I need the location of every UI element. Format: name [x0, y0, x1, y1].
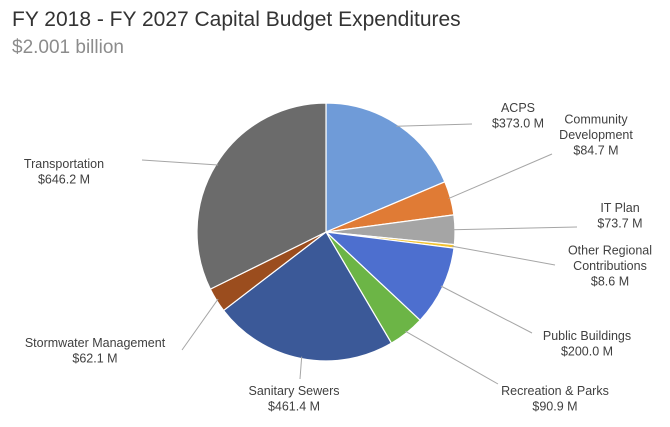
leader-line-other-regional-contributions [452, 245, 556, 266]
slice-name-acps: ACPS [501, 101, 535, 115]
leader-line-acps [396, 123, 473, 127]
slice-name-transportation: Transportation [24, 157, 104, 171]
slice-label-recreation-and-parks: Recreation & Parks $90.9 M [501, 384, 609, 414]
slice-name-other-regional-contributions: Contributions [573, 259, 647, 273]
slice-name-community-development: Community [564, 113, 628, 127]
leader-line-sanitary-sewers [299, 356, 303, 380]
leader-line-stormwater-management [181, 298, 219, 351]
slice-value-transportation: $646.2 M [38, 173, 90, 187]
pie-slice-transportation [196, 102, 327, 290]
leader-line-transportation [141, 159, 219, 166]
slice-value-sanitary-sewers: $461.4 M [268, 400, 320, 414]
slice-name-community-development: Development [559, 128, 633, 142]
leader-line-recreation-and-parks [405, 330, 499, 385]
slice-name-stormwater-management: Stormwater Management [25, 336, 166, 350]
slice-label-sanitary-sewers: Sanitary Sewers $461.4 M [248, 384, 339, 414]
slice-label-acps: ACPS $373.0 M [492, 101, 544, 131]
slice-value-public-buildings: $200.0 M [561, 345, 613, 359]
pie-slice-acps [325, 102, 446, 233]
slice-value-acps: $373.0 M [492, 117, 544, 131]
chart-title: FY 2018 - FY 2027 Capital Budget Expendi… [12, 8, 461, 31]
slice-value-other-regional-contributions: $8.6 M [591, 275, 629, 289]
leader-line-it-plan [452, 226, 578, 231]
slice-name-recreation-and-parks: Recreation & Parks [501, 384, 609, 398]
slice-label-public-buildings: Public Buildings $200.0 M [543, 329, 631, 359]
slice-label-other-regional-contributions: Other Regional Contributions $8.6 M [568, 244, 652, 289]
leader-line-community-development [448, 153, 553, 200]
slice-name-other-regional-contributions: Other Regional [568, 244, 652, 258]
slice-label-it-plan: IT Plan $73.7 M [597, 201, 642, 231]
slice-name-public-buildings: Public Buildings [543, 329, 631, 343]
slice-value-it-plan: $73.7 M [597, 217, 642, 231]
slice-label-community-development: Community Development $84.7 M [559, 113, 633, 158]
slice-label-stormwater-management: Stormwater Management $62.1 M [25, 336, 166, 366]
slice-name-sanitary-sewers: Sanitary Sewers [248, 384, 339, 398]
leader-line-public-buildings [440, 285, 533, 334]
slice-value-community-development: $84.7 M [573, 144, 618, 158]
slice-label-transportation: Transportation $646.2 M [24, 157, 104, 187]
slice-name-it-plan: IT Plan [600, 201, 639, 215]
chart-subtitle: $2.001 billion [12, 37, 124, 58]
slice-value-recreation-and-parks: $90.9 M [532, 400, 577, 414]
slice-value-stormwater-management: $62.1 M [72, 352, 117, 366]
